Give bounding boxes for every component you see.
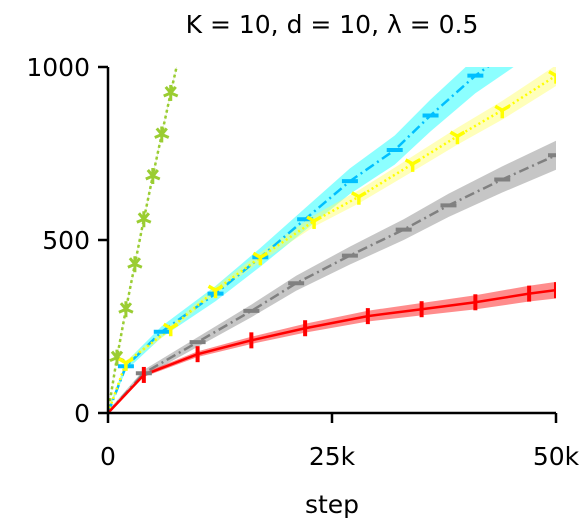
- series-2-point: [449, 130, 466, 145]
- series-2-point: [252, 251, 269, 266]
- y-tick-label: 500: [42, 226, 90, 255]
- series-0-point: [136, 211, 152, 228]
- series-0-point: [173, 45, 187, 61]
- x-tick-label: 50k: [533, 442, 580, 471]
- series-0-point: [163, 84, 179, 101]
- series-2-line: [108, 74, 556, 413]
- series-2-point: [494, 104, 511, 119]
- series-4-line: [108, 288, 556, 413]
- x-axis-label: step: [305, 490, 359, 519]
- series-0-point: [127, 256, 143, 273]
- y-ticks: 0 500 1000: [26, 53, 108, 428]
- series-0-point: [118, 301, 134, 318]
- series-4-band: [108, 281, 556, 413]
- series-2-point: [306, 215, 322, 229]
- series-2-point: [404, 158, 421, 172]
- series-3-line: [108, 154, 556, 413]
- series-0-point: [145, 167, 161, 184]
- series-markers: [109, 45, 556, 383]
- series-2-point: [162, 322, 179, 337]
- series-bands: [108, 67, 556, 413]
- y-tick-label: 1000: [26, 53, 90, 82]
- chart-title: K = 10, d = 10, λ = 0.5: [186, 10, 479, 39]
- series-2-point: [548, 70, 556, 84]
- series-2-band: [108, 67, 556, 413]
- x-tick-label: 25k: [309, 442, 356, 471]
- series-2-point: [351, 191, 367, 205]
- series-0-line: [108, 67, 178, 413]
- series-0-point: [154, 126, 170, 143]
- series-lines: [108, 67, 556, 413]
- series-0-point: [109, 349, 125, 366]
- y-tick-label: 0: [74, 399, 90, 428]
- series-2-point: [118, 357, 134, 371]
- series-2-point: [207, 284, 224, 299]
- series-3-band: [108, 140, 556, 413]
- x-tick-label: 0: [100, 442, 116, 471]
- x-ticks: 0 25k 50k: [100, 413, 580, 471]
